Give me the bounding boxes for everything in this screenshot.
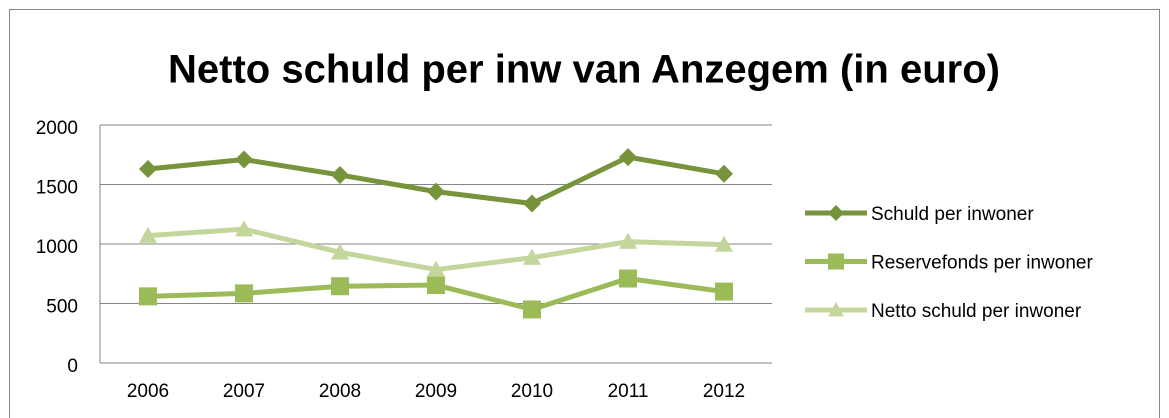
marker	[523, 248, 541, 265]
legend-label: Reservefonds per inwoner	[871, 253, 1093, 274]
marker	[331, 165, 349, 184]
marker	[715, 282, 733, 301]
y-tick-label: 0	[67, 356, 78, 377]
legend-marker	[828, 253, 844, 270]
x-tick-label: 2012	[703, 381, 745, 402]
chart-frame	[9, 9, 1160, 418]
marker	[139, 287, 157, 306]
x-tick-label: 2007	[223, 381, 265, 402]
chart-title: Netto schuld per inw van Anzegem (in eur…	[168, 48, 1000, 92]
y-tick-label: 2000	[36, 118, 78, 139]
marker	[715, 235, 733, 252]
marker	[331, 243, 349, 260]
marker	[235, 150, 253, 169]
marker	[523, 300, 541, 319]
x-tick-label: 2006	[127, 381, 169, 402]
marker	[139, 160, 157, 179]
legend-marker	[828, 205, 844, 221]
legend-label: Netto schuld per inwoner	[871, 301, 1082, 322]
y-tick-label: 1500	[36, 178, 78, 199]
marker	[619, 269, 637, 288]
x-tick-label: 2009	[415, 381, 457, 402]
marker	[235, 284, 253, 303]
marker	[715, 164, 733, 183]
y-tick-label: 500	[46, 297, 78, 318]
marker	[619, 232, 637, 249]
marker	[139, 226, 157, 243]
legend-label: Schuld per inwoner	[871, 204, 1034, 225]
marker	[235, 220, 253, 237]
marker	[619, 148, 637, 167]
legend-marker	[828, 302, 844, 317]
marker	[427, 276, 445, 295]
marker	[523, 194, 541, 213]
x-tick-label: 2008	[319, 381, 361, 402]
marker	[427, 182, 445, 201]
y-tick-label: 1000	[36, 237, 78, 258]
x-tick-label: 2010	[511, 381, 553, 402]
marker	[331, 277, 349, 296]
x-tick-label: 2011	[608, 381, 649, 402]
marker	[427, 260, 445, 277]
